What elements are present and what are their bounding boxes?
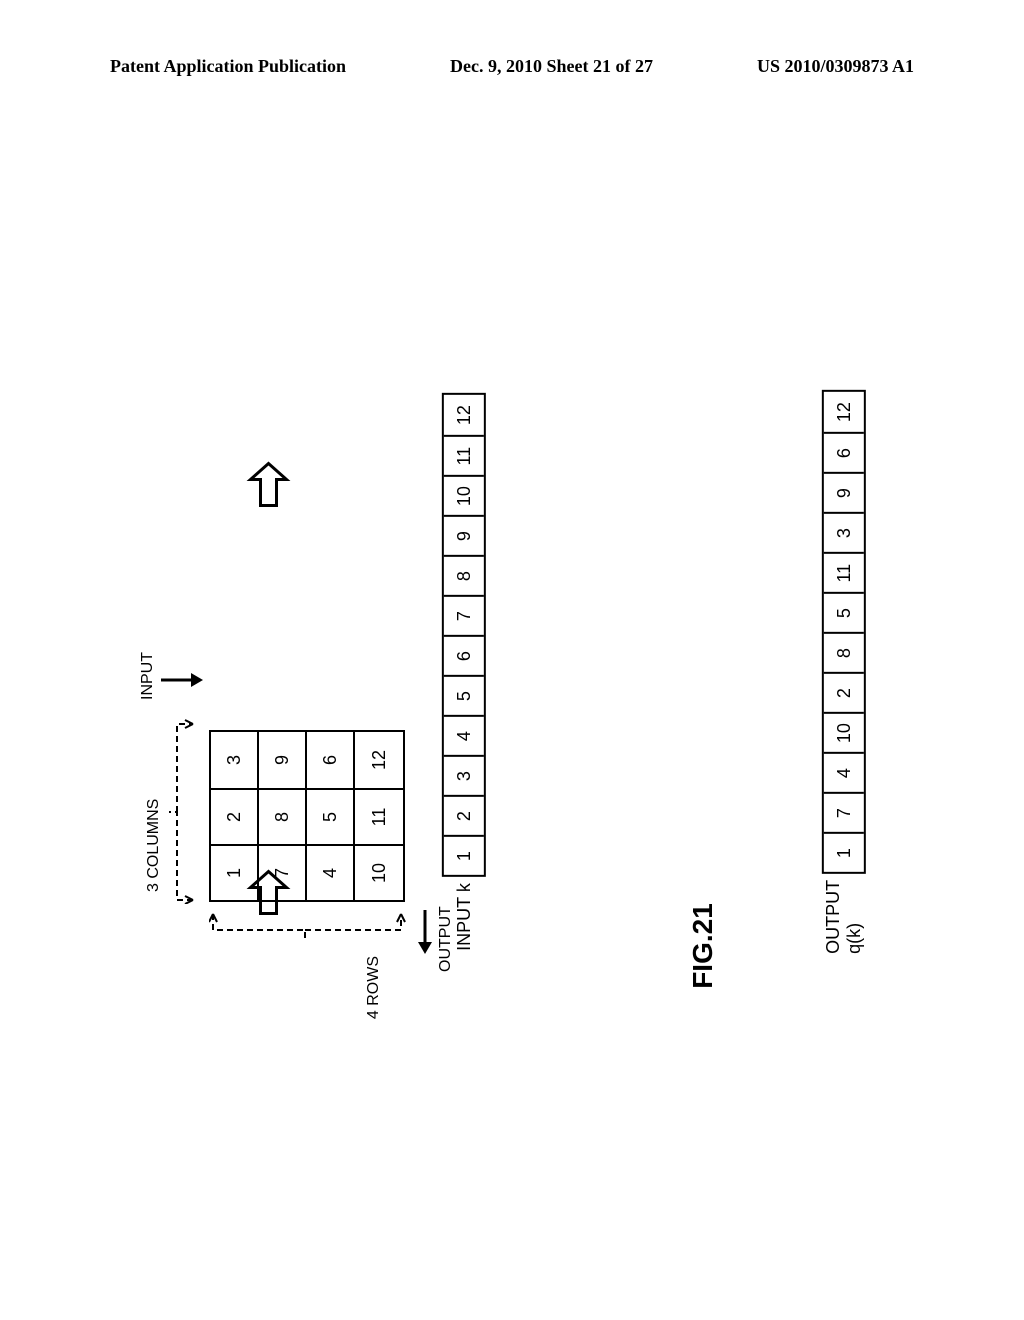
seq-cell: 4 — [824, 752, 864, 792]
seq-cell: 9 — [824, 472, 864, 512]
output-sequence: OUTPUT q(k) 174102851139612 — [822, 390, 866, 954]
matrix-cell: 3 — [211, 732, 259, 788]
matrix-cell: 10 — [355, 844, 403, 900]
seq-cell: 3 — [824, 512, 864, 552]
matrix-cell: 12 — [355, 732, 403, 788]
diagram: INPUT k 123456789101112 3 COLUMNS INPUT — [0, 310, 1024, 1010]
arrow-down-icon — [247, 868, 291, 918]
cols-label: 3 COLUMNS — [145, 799, 163, 892]
interleaver-matrix: 123789456101112 — [209, 730, 405, 902]
figure-label: FIG.21 — [687, 903, 719, 989]
seq-cell: 8 — [824, 632, 864, 672]
header-right: US 2010/0309873 A1 — [757, 56, 914, 77]
output-seq-label: OUTPUT q(k) — [823, 880, 865, 954]
rows-bracket — [209, 910, 409, 944]
seq-cell: 11 — [824, 552, 864, 592]
seq-cell: 10 — [824, 712, 864, 752]
seq-cell: 2 — [824, 672, 864, 712]
seq-cell: 7 — [824, 792, 864, 832]
seq-cell: 12 — [824, 392, 864, 432]
seq-cell: 6 — [824, 432, 864, 472]
seq-cell: 9 — [444, 515, 484, 555]
seq-cell: 5 — [824, 592, 864, 632]
matrix-group: 3 COLUMNS INPUT 4 ROWS 123789456101112 — [205, 630, 465, 950]
matrix-input-label: INPUT — [139, 652, 157, 700]
input-arrow-icon — [159, 670, 205, 690]
matrix-cell: 9 — [259, 732, 307, 788]
seq-cell: 10 — [444, 475, 484, 515]
matrix-cell: 5 — [307, 788, 355, 844]
seq-cell: 11 — [444, 435, 484, 475]
arrow-matrix-to-output — [247, 868, 296, 918]
seq-cell: 8 — [444, 555, 484, 595]
rows-label: 4 ROWS — [365, 956, 383, 1026]
matrix-cell: 4 — [307, 844, 355, 900]
matrix-cell: 2 — [211, 788, 259, 844]
matrix-cell: 8 — [259, 788, 307, 844]
arrow-input-to-matrix — [247, 460, 296, 510]
header-left: Patent Application Publication — [110, 56, 346, 77]
seq-cell: 1 — [824, 832, 864, 872]
header-center: Dec. 9, 2010 Sheet 21 of 27 — [450, 56, 653, 77]
cols-bracket — [165, 714, 197, 904]
output-arrow-icon — [415, 906, 435, 956]
page-header: Patent Application Publication Dec. 9, 2… — [0, 56, 1024, 77]
matrix-cell: 6 — [307, 732, 355, 788]
output-seq-row: 174102851139612 — [822, 390, 866, 874]
arrow-down-icon — [247, 460, 291, 510]
matrix-cell: 11 — [355, 788, 403, 844]
matrix-output-label: OUTPUT — [437, 906, 455, 972]
seq-cell: 12 — [444, 395, 484, 435]
